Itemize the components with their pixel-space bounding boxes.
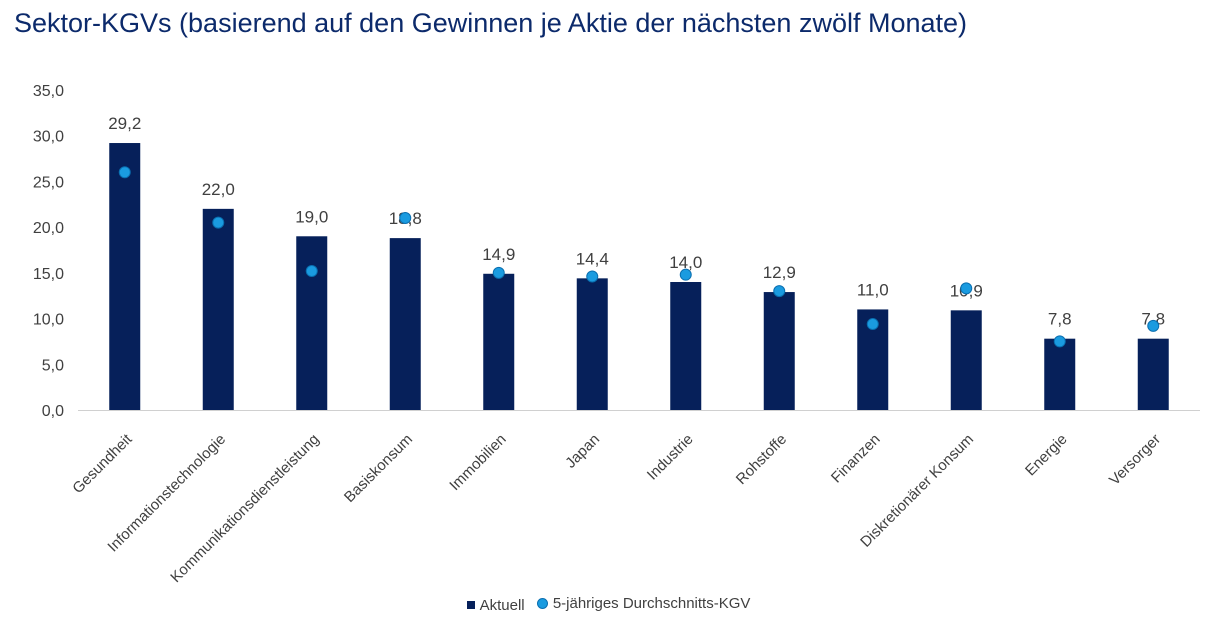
bar-data-label: 7,8 <box>1141 310 1165 329</box>
x-category-label: Energie <box>1022 431 1071 480</box>
x-category-label: Gesundheit <box>69 430 136 497</box>
bar-data-label: 29,2 <box>108 114 141 133</box>
bar-aktuell <box>1137 338 1169 410</box>
point-durchschnitt <box>1053 335 1066 348</box>
y-tick-label: 5,0 <box>42 357 64 374</box>
y-tick-label: 10,0 <box>33 312 64 329</box>
legend-label-durchschnitt: 5-jähriges Durchschnitts-KGV <box>552 595 751 612</box>
bar-data-label: 7,8 <box>1048 310 1072 329</box>
bar-aktuell <box>950 310 982 410</box>
legend-dot-swatch <box>536 598 548 609</box>
bar-data-label: 11,0 <box>857 280 889 299</box>
point-durchschnitt <box>118 166 131 179</box>
bar-aktuell <box>202 208 234 410</box>
point-durchschnitt <box>305 265 318 278</box>
bar-data-label: 14,0 <box>669 253 702 272</box>
x-category-label: Industrie <box>644 431 697 484</box>
y-tick-label: 15,0 <box>33 266 64 283</box>
legend: Aktuell 5-jähriges Durchschnitts-KGV <box>0 595 1217 614</box>
y-tick-label: 20,0 <box>33 220 64 237</box>
x-category-label: Finanzen <box>828 431 884 487</box>
bar-data-label: 12,9 <box>763 263 796 282</box>
x-category-label: Kommunikationsdienstleistung <box>167 431 322 586</box>
x-category-label: Immobilien <box>446 431 509 494</box>
bar-aktuell <box>763 292 795 410</box>
bar-data-label: 14,4 <box>576 249 609 268</box>
legend-item-durchschnitt: 5-jähriges Durchschnitts-KGV <box>536 595 751 612</box>
point-durchschnitt <box>1147 319 1160 332</box>
y-tick-label: 30,0 <box>33 129 64 146</box>
y-tick-label: 0,0 <box>42 403 64 420</box>
point-durchschnitt <box>960 282 973 295</box>
bar-aktuell <box>109 143 141 410</box>
x-category-label: Basiskonsum <box>341 431 416 506</box>
legend-item-aktuell: Aktuell <box>466 596 525 614</box>
bar-aktuell <box>296 236 328 410</box>
point-durchschnitt <box>679 268 692 281</box>
bar-aktuell <box>483 273 515 410</box>
point-durchschnitt <box>773 285 786 298</box>
bar-data-label: 22,0 <box>202 180 235 199</box>
point-durchschnitt <box>586 270 599 283</box>
bar-data-label: 14,9 <box>482 245 515 264</box>
legend-label-aktuell: Aktuell <box>479 596 525 614</box>
point-durchschnitt <box>492 266 505 279</box>
bar-data-label: 19,0 <box>295 207 328 226</box>
legend-bar-swatch <box>466 601 475 609</box>
x-category-label: Rohstoffe <box>733 431 790 488</box>
bar-aktuell <box>576 278 608 410</box>
y-tick-label: 35,0 <box>33 83 64 100</box>
point-durchschnitt <box>399 212 412 224</box>
bar-aktuell <box>670 282 702 410</box>
y-tick-label: 25,0 <box>33 174 64 191</box>
bar-aktuell <box>1044 338 1076 410</box>
point-durchschnitt <box>866 318 879 331</box>
x-category-label: Japan <box>562 431 603 472</box>
point-durchschnitt <box>212 216 225 229</box>
bar-aktuell <box>389 238 421 410</box>
x-category-label: Versorger <box>1106 431 1164 489</box>
chart-title: Sektor-KGVs (basierend auf den Gewinnen … <box>14 8 968 38</box>
